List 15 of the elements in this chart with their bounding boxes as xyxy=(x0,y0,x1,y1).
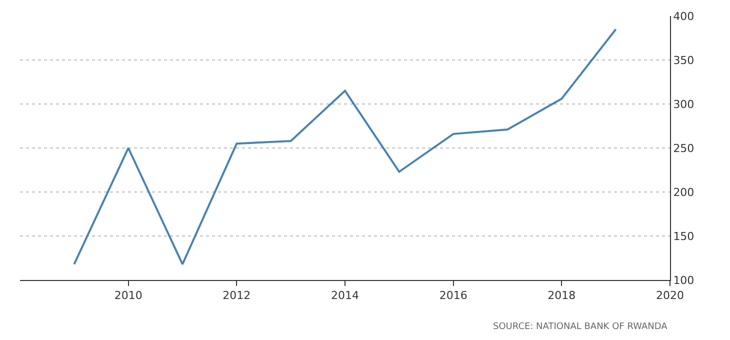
y-tick-label: 300 xyxy=(673,98,694,111)
x-tick-label: 2020 xyxy=(656,289,684,302)
line-series xyxy=(73,28,617,266)
y-tick-label: 350 xyxy=(673,54,694,67)
x-tick-label: 2016 xyxy=(439,289,468,302)
x-tick-label: 2012 xyxy=(222,289,251,302)
y-tick-label: 100 xyxy=(673,274,694,287)
y-tick-label: 400 xyxy=(673,10,694,23)
x-tick-label: 2014 xyxy=(331,289,359,302)
source-note: SOURCE: NATIONAL BANK OF RWANDA xyxy=(493,322,668,332)
x-tick-label: 2010 xyxy=(114,289,142,302)
y-tick-label: 200 xyxy=(673,186,694,199)
y-tick-label: 150 xyxy=(673,230,694,243)
x-tick-label: 2018 xyxy=(548,289,576,302)
y-tick-label: 250 xyxy=(673,142,694,155)
